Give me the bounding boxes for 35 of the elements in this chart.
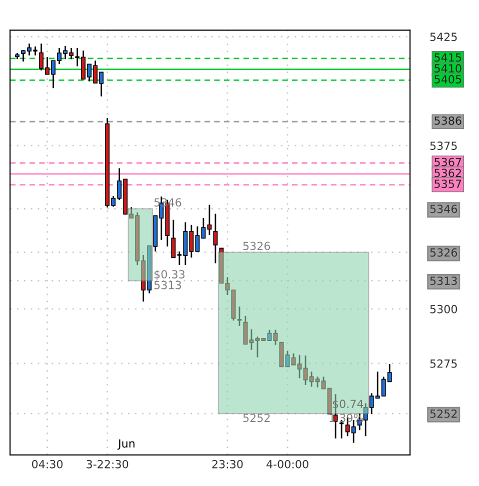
x-tick-label: 04:30 xyxy=(32,460,63,468)
ref-line-label: 5415 xyxy=(434,53,462,62)
x-tick-label: 23:30 xyxy=(212,460,243,468)
y-tick-label: 5326 xyxy=(430,248,458,257)
ref-line-label: 5362 xyxy=(434,168,461,178)
annotation: 5326 xyxy=(243,242,270,250)
ref-line-label: 5367 xyxy=(434,158,462,166)
ref-line-label: 5410 xyxy=(434,64,462,73)
ref-line-label: 5357 xyxy=(434,180,462,188)
y-tick-label: 5425 xyxy=(430,32,457,42)
y-tick-label: 5375 xyxy=(430,142,457,150)
x-tick-label: 3-22:30 xyxy=(86,460,128,468)
candlestick xyxy=(285,350,290,368)
candlestick xyxy=(243,315,248,345)
candlestick xyxy=(297,354,302,379)
ref-line-label: 5386 xyxy=(434,116,462,125)
annotation: 5313 xyxy=(154,280,181,290)
candlestick xyxy=(249,328,254,351)
candlestick xyxy=(291,352,296,366)
candlestick xyxy=(213,213,218,264)
candlestick xyxy=(267,329,272,342)
annotation: Jun xyxy=(117,439,134,450)
y-tick-label: 5252 xyxy=(430,409,457,418)
candlestick xyxy=(171,219,176,258)
band-label: $0.33 xyxy=(154,270,185,280)
candlestick xyxy=(255,336,260,358)
y-tick-label: 5313 xyxy=(430,276,457,286)
y-tick-label: 5346 xyxy=(430,204,458,214)
annotation: 5252 xyxy=(243,414,270,422)
candlestick xyxy=(273,329,278,346)
y-tick-label: 5275 xyxy=(430,359,457,368)
x-tick-label: 4-00:00 xyxy=(266,460,308,468)
candlestick xyxy=(303,354,308,386)
y-tick-label: 5300 xyxy=(430,304,458,314)
ref-line-label: 5405 xyxy=(434,75,462,84)
